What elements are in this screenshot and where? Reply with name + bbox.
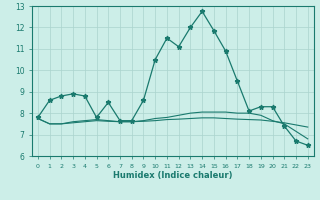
X-axis label: Humidex (Indice chaleur): Humidex (Indice chaleur) [113, 171, 233, 180]
